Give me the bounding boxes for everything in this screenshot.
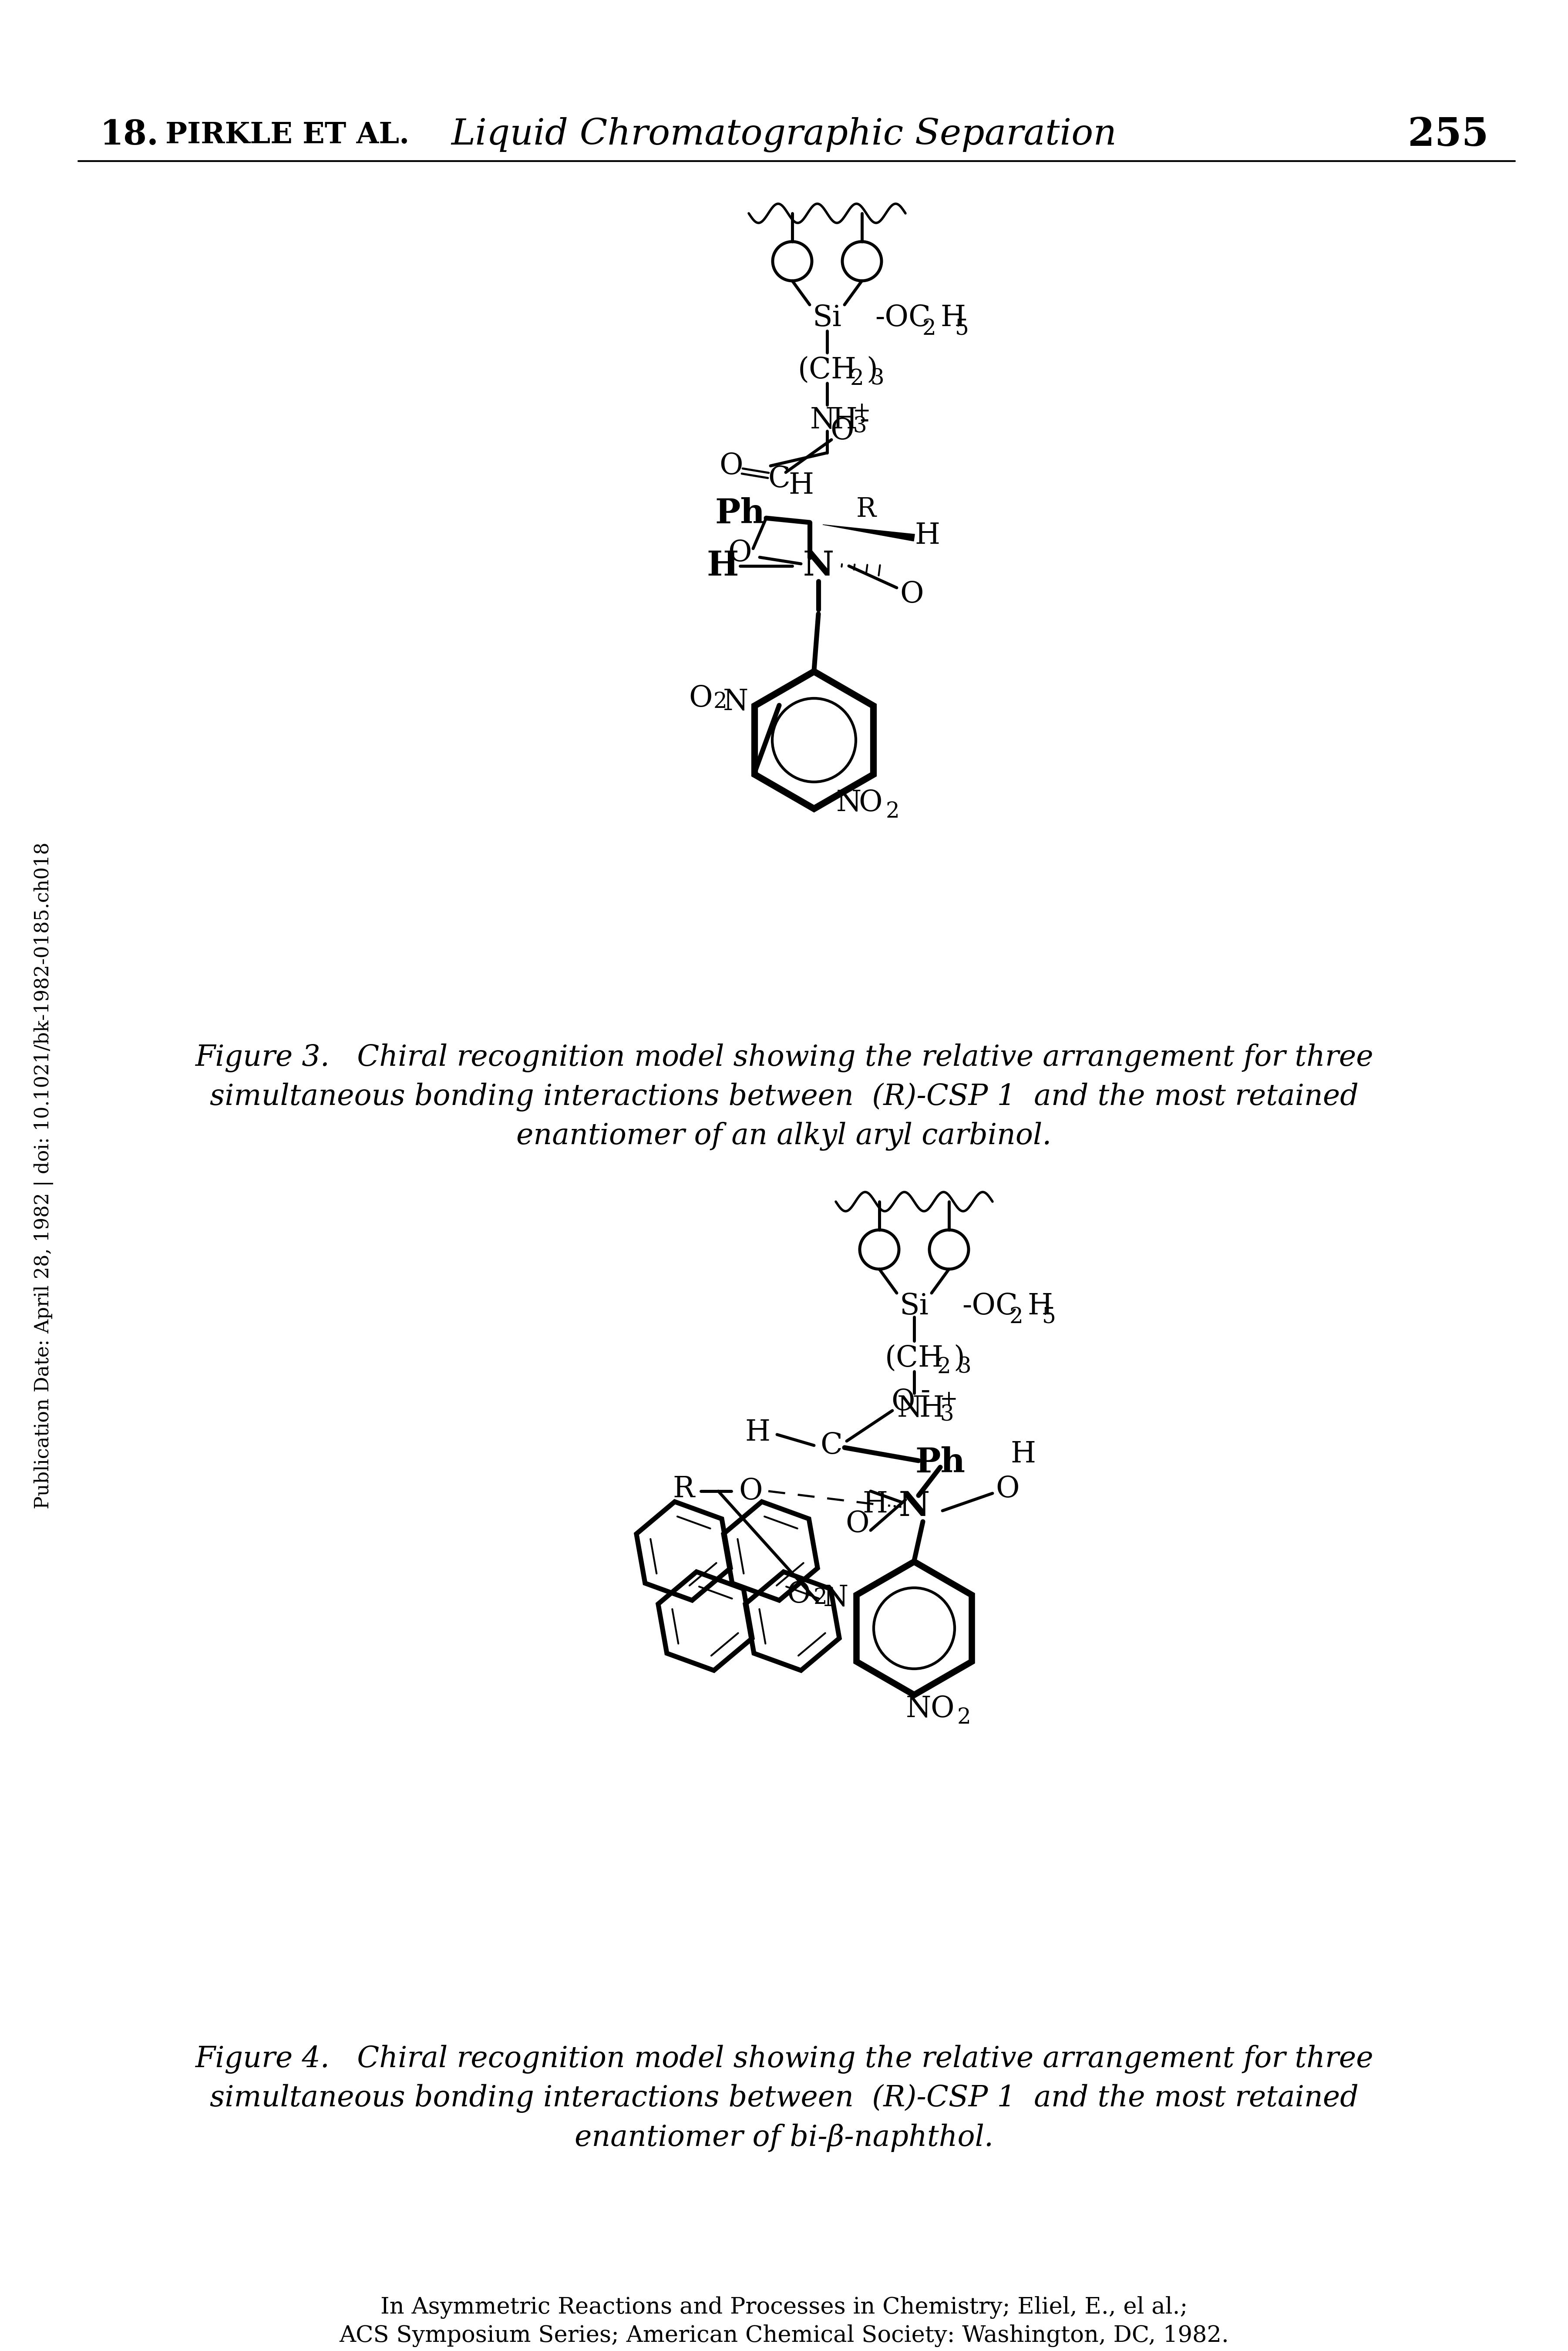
Text: C: C [768, 465, 790, 494]
Text: PIRKLE ET AL.: PIRKLE ET AL. [165, 120, 409, 148]
Text: 2: 2 [922, 317, 936, 339]
Text: O: O [787, 1580, 811, 1608]
Text: O: O [891, 1387, 916, 1415]
Text: 2: 2 [814, 1587, 828, 1608]
Text: -: - [920, 1378, 930, 1406]
Text: O: O [831, 416, 855, 444]
Text: O: O [845, 1509, 870, 1538]
Text: 3: 3 [853, 416, 867, 437]
Text: 2: 2 [936, 1357, 950, 1378]
Text: 2: 2 [850, 369, 864, 390]
Text: ): ) [866, 355, 878, 383]
Text: 2: 2 [886, 802, 900, 823]
Text: N: N [906, 1695, 931, 1723]
Text: H: H [919, 1394, 944, 1422]
Text: Si: Si [900, 1293, 928, 1321]
Text: 3: 3 [870, 369, 884, 390]
Text: +: + [939, 1389, 958, 1411]
Text: (CH: (CH [798, 355, 856, 383]
Text: ACS Symposium Series; American Chemical Society: Washington, DC, 1982.: ACS Symposium Series; American Chemical … [339, 2325, 1229, 2346]
Text: 2: 2 [958, 1707, 971, 1728]
Text: simultaneous bonding interactions between  (R)-CSP 1  and the most retained: simultaneous bonding interactions betwee… [210, 1084, 1358, 1112]
Text: N: N [823, 1585, 848, 1613]
Text: enantiomer of bi-β-naphthol.: enantiomer of bi-β-naphthol. [574, 2123, 994, 2151]
Text: 5: 5 [955, 317, 969, 339]
Text: O: O [688, 684, 713, 712]
Text: enantiomer of an alkyl aryl carbinol.: enantiomer of an alkyl aryl carbinol. [516, 1121, 1052, 1150]
Text: 2: 2 [713, 691, 728, 712]
Text: Figure 3.   Chiral recognition model showing the relative arrangement for three: Figure 3. Chiral recognition model showi… [194, 1044, 1374, 1072]
Text: H: H [914, 522, 939, 550]
Text: O: O [930, 1695, 955, 1723]
Text: 5: 5 [1043, 1307, 1055, 1328]
Text: -OC: -OC [963, 1293, 1018, 1321]
Text: Liquid Chromatographic Separation: Liquid Chromatographic Separation [452, 118, 1116, 153]
Text: Ph: Ph [916, 1446, 966, 1479]
Text: R: R [856, 496, 877, 522]
Text: 18.: 18. [100, 118, 158, 150]
Text: H: H [745, 1418, 770, 1446]
Text: N: N [811, 407, 836, 435]
Polygon shape [823, 524, 914, 541]
Text: Si: Si [812, 303, 842, 331]
Text: -OC: -OC [875, 303, 931, 331]
Text: H: H [1027, 1293, 1052, 1321]
Text: O: O [996, 1474, 1019, 1502]
Text: (CH: (CH [884, 1345, 944, 1373]
Text: N: N [803, 550, 834, 583]
Text: Ph: Ph [715, 496, 765, 531]
Text: -: - [859, 407, 869, 435]
Text: +: + [853, 400, 870, 423]
Text: 3: 3 [939, 1404, 953, 1425]
Text: H: H [1010, 1439, 1035, 1469]
Text: O: O [739, 1476, 762, 1505]
Text: In Asymmetric Reactions and Processes in Chemistry; Eliel, E., el al.;: In Asymmetric Reactions and Processes in… [381, 2297, 1187, 2318]
Text: O: O [728, 538, 753, 567]
Text: 3: 3 [958, 1357, 971, 1378]
Text: H: H [707, 550, 739, 583]
Text: O: O [859, 788, 883, 818]
Text: H: H [862, 1491, 887, 1519]
Text: C: C [820, 1432, 842, 1460]
Text: O: O [900, 581, 924, 609]
Text: simultaneous bonding interactions between  (R)-CSP 1  and the most retained: simultaneous bonding interactions betwee… [210, 2083, 1358, 2114]
Text: Figure 4.   Chiral recognition model showing the relative arrangement for three: Figure 4. Chiral recognition model showi… [194, 2045, 1374, 2074]
Text: N: N [897, 1394, 922, 1422]
Text: Publication Date: April 28, 1982 | doi: 10.1021/bk-1982-0185.ch018: Publication Date: April 28, 1982 | doi: … [33, 842, 53, 1509]
Text: H: H [941, 303, 966, 331]
Text: H: H [789, 470, 814, 501]
Text: N: N [723, 686, 748, 717]
Text: H: H [833, 407, 858, 435]
Text: N: N [898, 1491, 930, 1523]
Text: ): ) [953, 1345, 964, 1373]
Text: O: O [720, 451, 743, 480]
Text: 2: 2 [1010, 1307, 1024, 1328]
Text: 255: 255 [1408, 115, 1488, 153]
Text: R: R [673, 1474, 695, 1502]
Text: N: N [836, 788, 861, 818]
